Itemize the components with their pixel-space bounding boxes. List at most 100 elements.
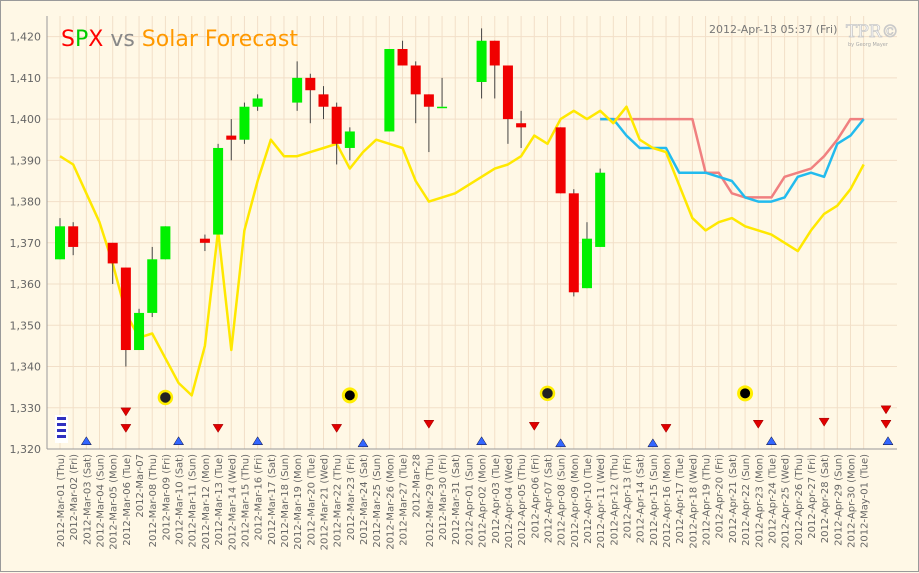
candle-up — [437, 106, 448, 109]
candle-down — [107, 242, 118, 264]
x-tick-label: 2012-Apr-07 (Sat) — [543, 454, 554, 543]
x-tick-label: 2012-Apr-02 (Mon) — [478, 454, 489, 548]
down-triangle-marker — [660, 424, 672, 433]
x-tick-label: 2012-Mar-14 (Wed) — [227, 454, 238, 551]
x-tick-label: 2012-Apr-01 (Sun) — [464, 454, 475, 546]
y-axis: 1,320 1,330 1,340 1,350 1,360 1,370 1,380 1,390… — [10, 16, 48, 456]
x-tick-label: 2012-Mar-31 (Sat) — [451, 454, 462, 545]
candle-up — [160, 226, 171, 260]
candle-down — [226, 135, 237, 140]
x-tick-label: 2012-Apr-27 (Fri) — [807, 454, 818, 539]
candle-up — [595, 172, 606, 247]
up-triangle-marker — [765, 436, 777, 446]
x-tick-label: 2012-Apr-20 (Fri) — [715, 454, 726, 539]
legend-icon-bar — [57, 423, 66, 426]
y-tick-label: 1,390 — [10, 154, 42, 167]
x-tick-label: 2012-Mar-04 (Sun) — [96, 454, 107, 548]
x-tick-label: 2012-Mar-18 (Sun) — [280, 454, 291, 548]
candle-up — [292, 77, 303, 103]
x-tick-label: 2012-Mar-27 (Tue) — [399, 454, 410, 546]
candle-up — [147, 259, 158, 313]
legend-icon-bar — [57, 429, 66, 432]
candle-up — [344, 131, 355, 148]
x-tick-label: 2012-Apr-12 (Thu) — [609, 454, 620, 546]
candle-down — [555, 127, 566, 194]
candlesticks — [55, 28, 606, 367]
y-tick-label: 1,350 — [10, 319, 42, 332]
title-vs: vs — [103, 27, 141, 52]
full-moon-marker — [737, 385, 754, 402]
x-tick-label: 2012-Apr-14 (Sat) — [636, 454, 647, 543]
x-tick-label: 2012-Apr-17 (Tue) — [675, 454, 686, 544]
candle-up — [239, 106, 250, 140]
x-tick-label: 2012-Apr-06 (Fri) — [530, 454, 541, 539]
x-tick-label: 2012-Apr-19 (Thu) — [702, 454, 713, 546]
candle-down — [68, 226, 79, 247]
y-tick-label: 1,410 — [10, 72, 42, 85]
legend-icon — [55, 415, 68, 443]
candle-down — [305, 77, 316, 91]
x-tick-label: 2012-Mar-05 (Mon) — [109, 454, 120, 550]
x-tick-label: 2012-Apr-28 (Sat) — [820, 454, 831, 543]
x-tick-label: 2012-Apr-22 (Sun) — [741, 454, 752, 546]
up-triangle-marker — [357, 438, 369, 448]
x-tick-label: 2012-Apr-03 (Tue) — [491, 454, 502, 544]
forecast-lines — [59, 105, 865, 397]
new-moon-marker — [539, 385, 556, 402]
x-tick-label: 2012-Mar-20 (Tue) — [306, 454, 317, 546]
x-tick-label: 2012-Mar-06 (Tue) — [122, 454, 133, 546]
y-tick-label: 1,320 — [10, 443, 42, 456]
x-tick-label: 2012-Mar-30 (Fri) — [438, 454, 449, 541]
candle-down — [410, 65, 421, 95]
x-tick-label: 2012-Mar-25 (Sun) — [372, 454, 383, 548]
y-tick-label: 1,400 — [10, 113, 42, 126]
timestamp-label: 2012-Apr-13 05:37 (Fri) — [709, 23, 837, 36]
y-tick-label: 1,370 — [10, 237, 42, 250]
x-tick-label: 2012-Mar-16 (Fri) — [254, 454, 265, 541]
candle-down — [199, 238, 210, 243]
x-tick-label: 2012-Mar-28 — [412, 454, 423, 518]
x-tick-label: 2012-Apr-18 (Wed) — [688, 454, 699, 549]
full-moon-marker — [341, 387, 358, 404]
chart-title: SPX vs Solar Forecast — [61, 27, 298, 52]
x-tick-label: 2012-May-01 (Tue) — [860, 454, 871, 548]
candle-down — [489, 40, 500, 66]
legend-icon-bar — [57, 435, 66, 438]
down-triangle-marker — [120, 407, 132, 417]
x-tick-label: 2012-Mar-23 (Fri) — [346, 454, 357, 541]
title-solar: Solar Forecast — [142, 27, 299, 52]
x-tick-label: 2012-Apr-21 (Sat) — [728, 454, 739, 543]
down-triangle-marker — [331, 424, 343, 433]
candle-down — [423, 94, 434, 107]
x-tick-label: 2012-Mar-19 (Mon) — [293, 454, 304, 550]
candle-down — [120, 267, 131, 351]
candle-up — [476, 40, 487, 82]
down-triangle-marker — [528, 422, 540, 431]
x-tick-label: 2012-Mar-12 (Mon) — [201, 454, 212, 550]
x-tick-label: 2012-Apr-13 (Fri) — [623, 454, 634, 539]
up-triangle-marker — [555, 438, 567, 448]
up-triangle-marker — [647, 438, 659, 448]
x-tick-label: 2012-Mar-29 (Thu) — [425, 454, 436, 547]
down-triangle-marker — [120, 424, 132, 433]
candle-up — [134, 312, 145, 351]
candle-down — [318, 94, 329, 107]
candle-up — [213, 147, 224, 235]
gridlines — [47, 16, 897, 450]
candle-up — [252, 98, 263, 107]
x-tick-label: 2012-Mar-09 (Fri) — [161, 454, 172, 541]
x-tick-label: 2012-Mar-10 (Sat) — [175, 454, 186, 545]
x-tick-label: 2012-Apr-15 (Sun) — [649, 454, 660, 546]
y-tick-label: 1,380 — [10, 196, 42, 209]
x-tick-label: 2012-Apr-24 (Tue) — [767, 454, 778, 544]
new-moon-marker — [157, 389, 174, 406]
candle-down — [397, 48, 408, 66]
candle-up — [384, 48, 395, 132]
up-triangle-marker — [476, 436, 488, 446]
x-tick-label: 2012-Mar-13 (Tue) — [214, 454, 225, 546]
cyan-forecast-line — [600, 117, 865, 203]
x-tick-label: 2012-Apr-11 (Wed) — [596, 454, 607, 549]
candle-up — [581, 238, 592, 289]
